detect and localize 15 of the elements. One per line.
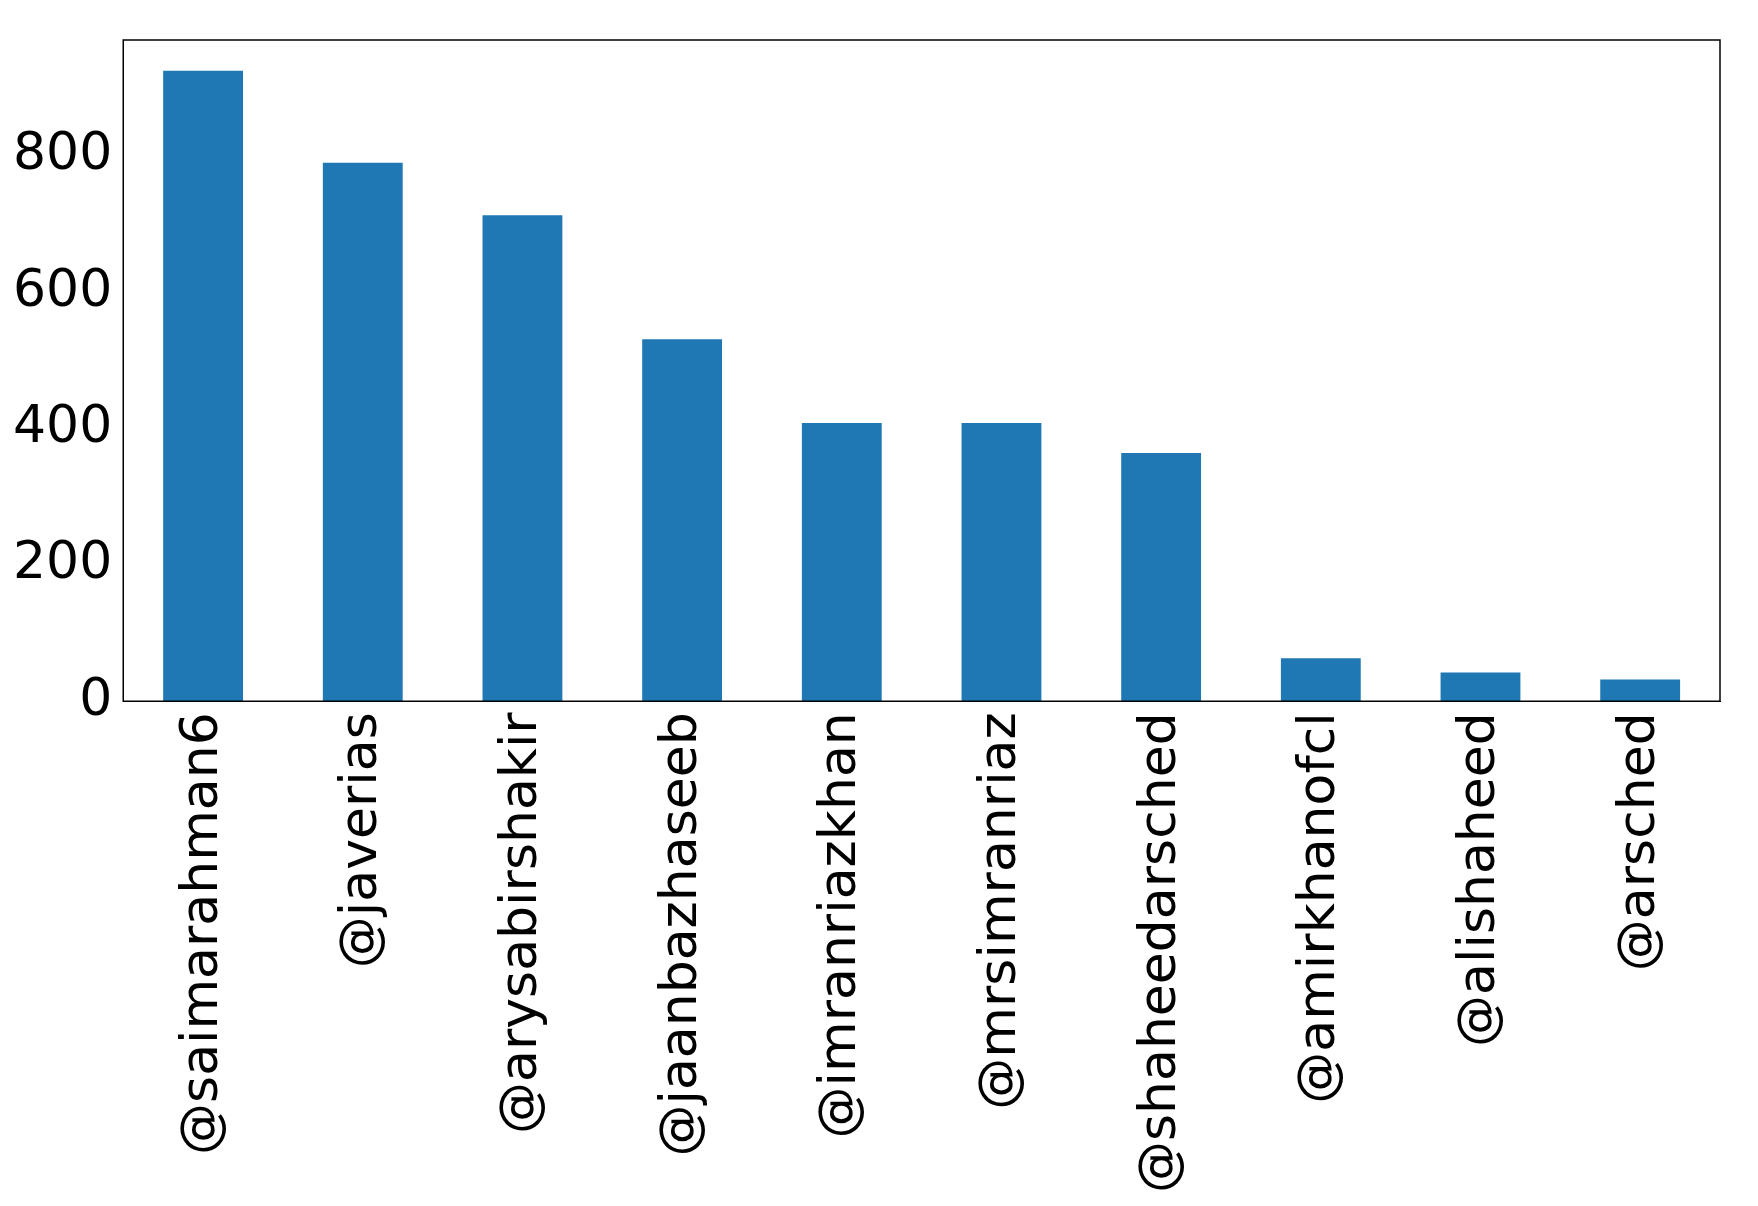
- x-tick-label: @arysabirshakir: [487, 711, 548, 1134]
- y-tick-label: 200: [12, 530, 113, 591]
- x-tick-label: @imranriazkhan: [807, 712, 868, 1139]
- x-tick-label: @javerias: [328, 712, 389, 969]
- x-tick-label: @arsched: [1605, 712, 1666, 972]
- x-tick-label: @saimarahman6: [168, 712, 229, 1155]
- x-tick-label: @jaanbazhaseeb: [647, 712, 708, 1157]
- y-tick-label: 0: [79, 666, 113, 727]
- x-tick-label: @shaheedarsched: [1126, 712, 1187, 1193]
- y-tick-label: 400: [12, 394, 113, 455]
- y-tick-label: 600: [12, 257, 113, 318]
- y-tick-label: 800: [12, 121, 113, 182]
- x-tick-label: @mrsimranriaz: [966, 712, 1027, 1110]
- x-tick-label: @alishaheed: [1446, 712, 1506, 1047]
- x-tick-label: @amirkhanofcl: [1286, 712, 1347, 1104]
